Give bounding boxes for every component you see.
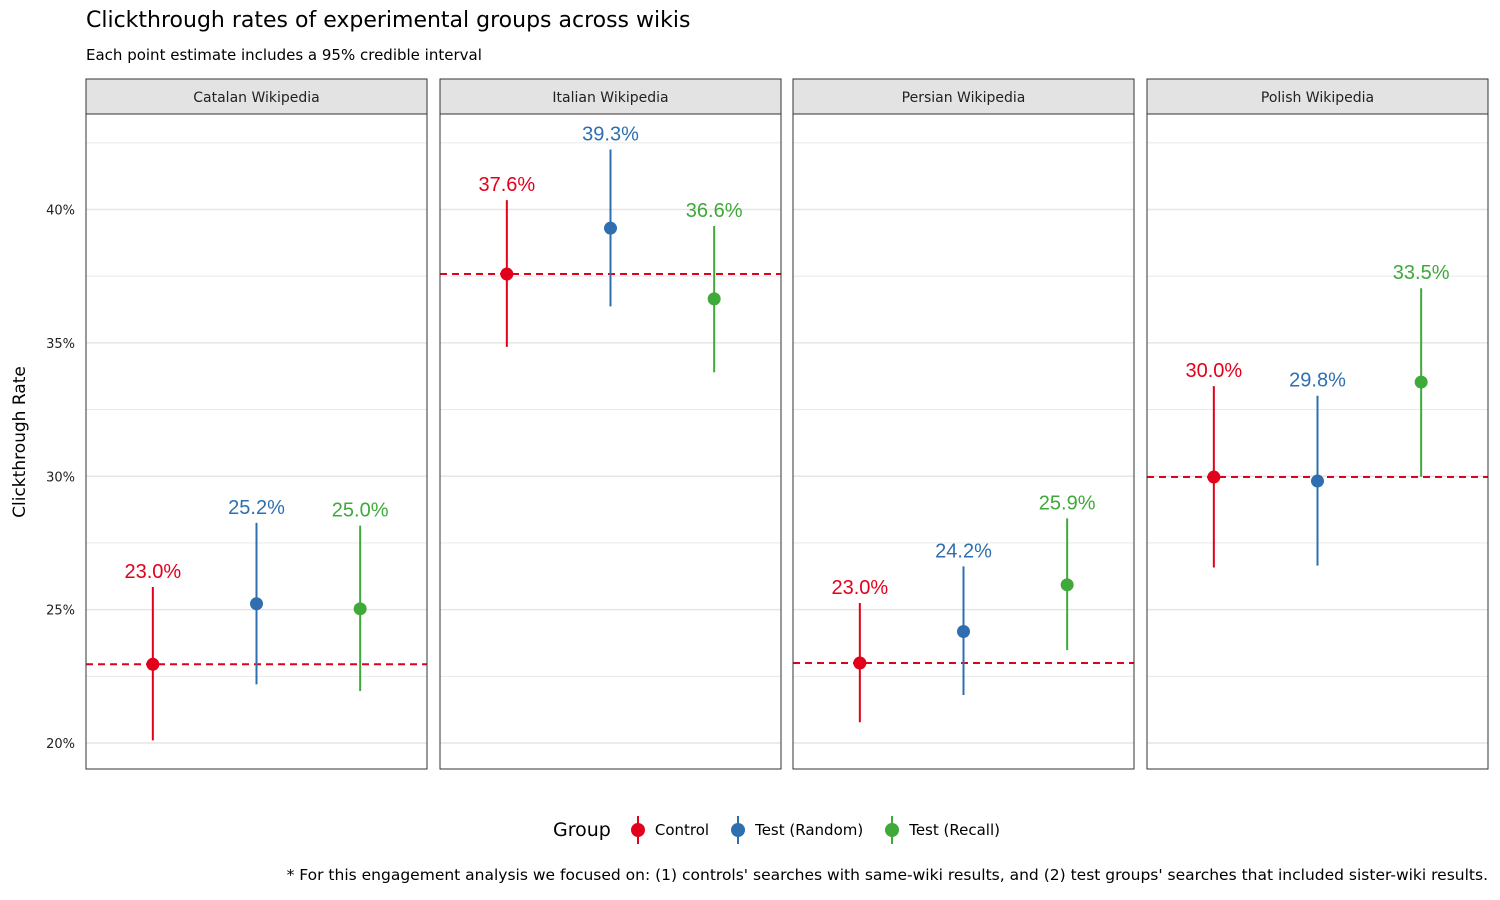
point-estimate xyxy=(353,602,367,616)
point-estimate xyxy=(1207,470,1221,484)
point-estimate xyxy=(957,624,970,638)
legend-key-control xyxy=(625,814,651,846)
facet-strip xyxy=(1146,78,1489,115)
point-estimate xyxy=(250,597,263,611)
caption-footnote: * For this engagement analysis we focuse… xyxy=(286,866,1488,884)
point-estimate xyxy=(500,267,514,281)
legend-label-test-recall: Test (Recall) xyxy=(909,821,1000,839)
point-estimate xyxy=(1414,375,1428,389)
data-label: 23.0% xyxy=(124,561,181,583)
y-tick-label: 25% xyxy=(46,604,75,619)
facet-strip-label: Catalan Wikipedia xyxy=(193,90,320,106)
data-label: 25.2% xyxy=(228,497,285,519)
data-label: 36.6% xyxy=(686,200,743,222)
legend-title: Group xyxy=(553,819,611,841)
facet-strip xyxy=(792,78,1135,115)
y-tick-label: 35% xyxy=(46,337,75,352)
data-label: 24.2% xyxy=(935,540,992,562)
data-label: 37.6% xyxy=(478,174,535,196)
legend-item-test-recall: Test (Recall) xyxy=(879,814,1000,846)
chart-subtitle: Each point estimate includes a 95% credi… xyxy=(86,46,482,64)
y-tick-label: 30% xyxy=(46,470,75,485)
legend-label-test-random: Test (Random) xyxy=(755,821,864,839)
facet-strip xyxy=(439,78,782,115)
point-estimate xyxy=(853,656,867,670)
facet-strip-label: Italian Wikipedia xyxy=(552,90,668,106)
data-label: 23.0% xyxy=(831,577,888,599)
data-label: 25.0% xyxy=(332,500,389,522)
data-label: 29.8% xyxy=(1289,370,1346,392)
point-estimate xyxy=(1311,474,1324,488)
data-label: 39.3% xyxy=(582,123,639,145)
point-estimate xyxy=(146,657,160,671)
facet-strip-label: Persian Wikipedia xyxy=(902,90,1026,106)
point-estimate xyxy=(604,221,617,235)
legend: Group Control Test (Random) Test (Recall… xyxy=(553,814,1016,846)
chart-title: Clickthrough rates of experimental group… xyxy=(86,8,691,33)
point-estimate xyxy=(707,292,721,306)
facet-strip xyxy=(85,78,428,115)
data-label: 25.9% xyxy=(1039,492,1096,514)
legend-item-control: Control xyxy=(625,814,709,846)
legend-key-test-recall xyxy=(879,814,905,846)
legend-item-test-random: Test (Random) xyxy=(725,814,863,846)
data-label: 30.0% xyxy=(1185,360,1242,382)
y-tick-label: 20% xyxy=(46,737,75,752)
y-tick-label: 40% xyxy=(46,204,75,219)
legend-key-test-random xyxy=(725,814,751,846)
data-label: 33.5% xyxy=(1393,262,1450,284)
legend-label-control: Control xyxy=(654,821,710,839)
point-estimate xyxy=(1060,578,1074,592)
facet-strip-label: Polish Wikipedia xyxy=(1261,90,1374,106)
